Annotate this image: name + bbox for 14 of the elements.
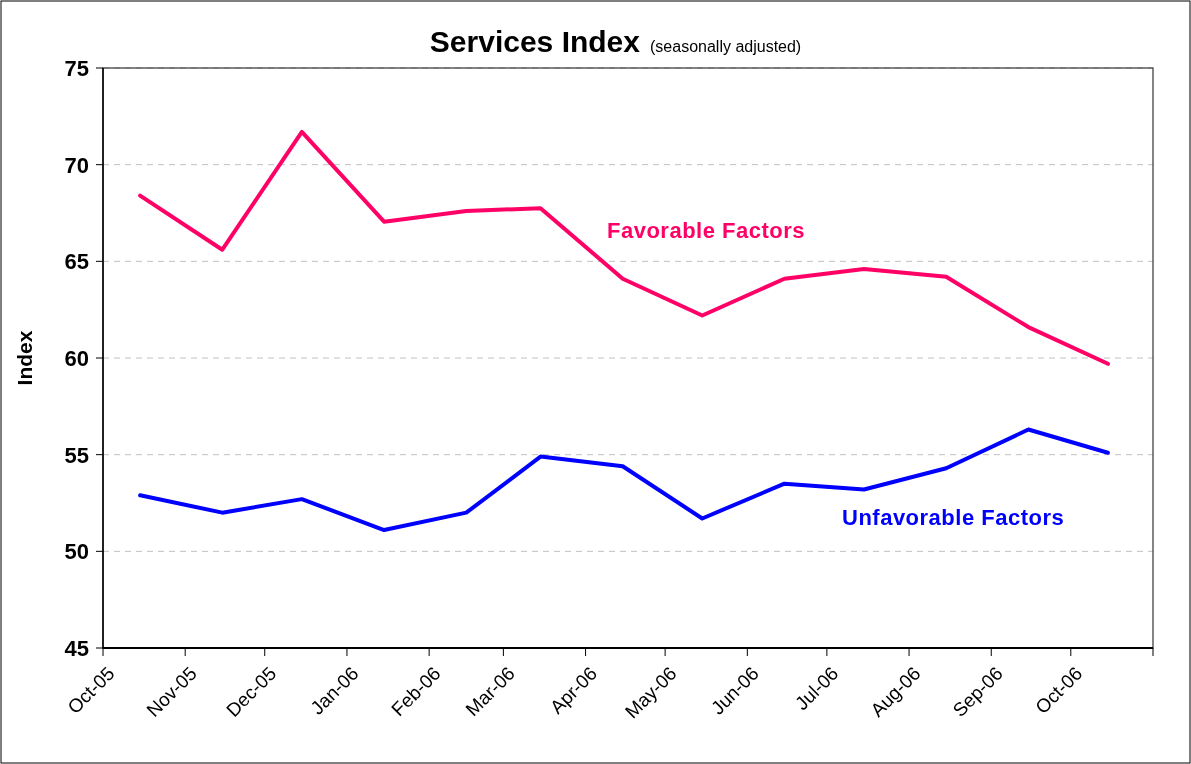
y-tick-label: 55 — [64, 442, 89, 468]
chart-subtitle: (seasonally adjusted) — [650, 38, 802, 55]
line-series — [138, 129, 1110, 366]
y-tick-label: 70 — [64, 152, 89, 178]
y-tick-label: 75 — [64, 55, 89, 81]
series-label: Favorable Factors — [607, 218, 806, 243]
y-tick-label: 45 — [64, 635, 89, 661]
series-label: Unfavorable Factors — [842, 505, 1065, 530]
y-tick-label: 65 — [64, 249, 89, 275]
y-axis-title: Index — [13, 330, 36, 386]
line-series — [138, 427, 1110, 533]
chart-title: Services Index — [429, 25, 641, 58]
y-tick-label: 50 — [64, 539, 89, 565]
y-tick-label: 60 — [64, 345, 89, 371]
